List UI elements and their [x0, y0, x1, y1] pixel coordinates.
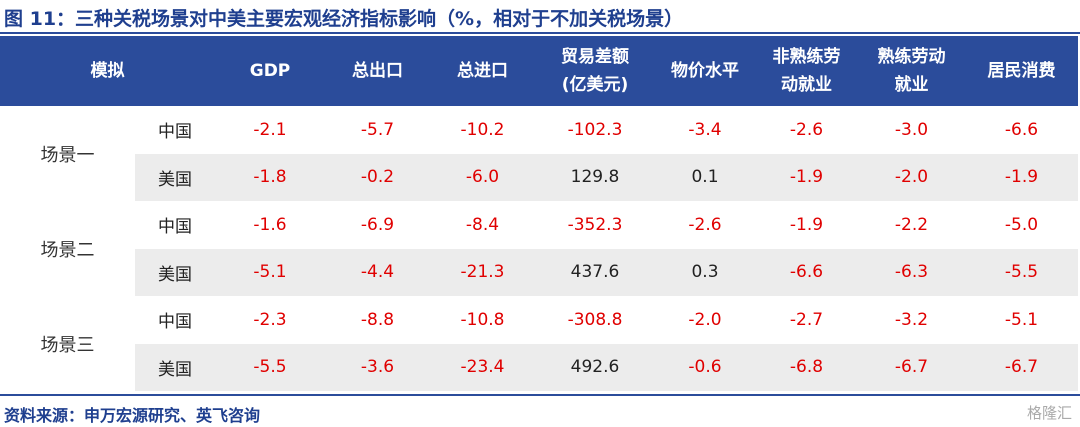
value-cell: -2.0	[858, 153, 965, 201]
country-cell: 美国	[135, 248, 215, 296]
value-cell: -1.9	[755, 153, 858, 201]
header-row: 模拟 GDP 总出口 总进口 贸易差额 (亿美元) 物价水平 非熟练劳 动就业 熟练劳动 就业 居民消…	[0, 36, 1078, 106]
value-cell: -2.3	[253, 309, 287, 330]
data-row: 场景三 中国 -2.3 -8.8 -10.8 -308.8 -2.0 -2.7 -3.2 -5.1	[0, 296, 1078, 356]
value-cell: -6.7	[858, 343, 965, 391]
value-cell: -3.0	[894, 119, 929, 140]
value-cell: -6.8	[755, 343, 858, 391]
header-cell: 总进口	[430, 36, 535, 106]
data-row: 美国 -5.1 -4.4 -21.3 437.6 0.3 -6.6 -6.3 -5.5	[0, 248, 1078, 296]
value-cell: 0.1	[655, 153, 755, 201]
value-cell: -3.6	[325, 343, 430, 391]
value-cell: -5.0	[1004, 214, 1039, 235]
header-text: 熟练劳动	[877, 47, 946, 67]
value-cell: 0.3	[655, 248, 755, 296]
value-cell: -6.6	[1004, 119, 1039, 140]
country-cell: 中国	[158, 312, 192, 333]
data-row: 美国 -5.5 -3.6 -23.4 492.6 -0.6 -6.8 -6.7 -6.7	[0, 343, 1078, 391]
value-cell: -102.3	[567, 119, 623, 140]
value-cell: -6.9	[360, 214, 395, 235]
source: 资料来源：申万宏源研究、英飞咨询	[4, 406, 261, 425]
country-cell: 美国	[135, 153, 215, 201]
header-text: 居民消费	[987, 61, 1056, 81]
country-cell: 美国	[135, 343, 215, 391]
value-cell: -3.4	[688, 119, 722, 140]
scenario-cell: 场景一	[40, 144, 95, 166]
title-rule	[0, 32, 1080, 34]
value-cell: -10.2	[460, 119, 505, 140]
value-cell: -1.9	[789, 214, 824, 235]
value-cell: -2.0	[688, 309, 722, 330]
value-cell: -308.8	[567, 309, 623, 330]
header-cell: GDP	[215, 36, 325, 106]
header-text: 总进口	[457, 61, 508, 81]
table: 模拟 GDP 总出口 总进口 贸易差额 (亿美元) 物价水平 非熟练劳 动就业 熟练劳动 就业 居民消…	[0, 36, 1078, 391]
value-cell: -2.2	[894, 214, 929, 235]
value-cell: 437.6	[535, 248, 655, 296]
value-cell: -8.4	[465, 214, 500, 235]
header-cell: 熟练劳动 就业	[858, 36, 965, 106]
header-text: (亿美元)	[561, 75, 629, 95]
header-cell: 居民消费	[965, 36, 1078, 106]
value-cell: -352.3	[567, 214, 623, 235]
value-cell: -6.3	[858, 248, 965, 296]
value-cell: -0.2	[325, 153, 430, 201]
header-text: 物价水平	[671, 61, 739, 81]
data-row: 场景二 中国 -1.6 -6.9 -8.4 -352.3 -2.6 -1.9 -2.2 -5.0	[0, 201, 1078, 261]
data-row: 场景一 中国 -2.1 -5.7 -10.2 -102.3 -3.4 -2.6 -3.0 -6.6	[0, 106, 1078, 166]
value-cell: 129.8	[535, 153, 655, 201]
header-cell: 贸易差额 (亿美元)	[535, 36, 655, 106]
country-cell: 中国	[158, 217, 192, 238]
value-cell: -5.7	[360, 119, 395, 140]
scenario-cell: 场景二	[40, 239, 95, 261]
value-cell: -5.5	[965, 248, 1078, 296]
header-text: 非熟练劳	[772, 47, 841, 67]
value-cell: -4.4	[325, 248, 430, 296]
value-cell: -5.1	[215, 248, 325, 296]
footer-rule	[0, 394, 1080, 396]
header-text: 模拟	[90, 61, 125, 81]
value-cell: -2.6	[789, 119, 824, 140]
value-cell: -2.1	[253, 119, 287, 140]
value-cell: -1.9	[965, 153, 1078, 201]
value-cell: 492.6	[535, 343, 655, 391]
value-cell: -0.6	[655, 343, 755, 391]
value-cell: -23.4	[430, 343, 535, 391]
header-cell: 物价水平	[655, 36, 755, 106]
value-cell: -8.8	[360, 309, 395, 330]
title: 图 11：三种关税场景对中美主要宏观经济指标影响（%，相对于不加关税场景）	[4, 8, 684, 30]
header-text: 总出口	[352, 61, 403, 81]
value-cell: -6.7	[965, 343, 1078, 391]
value-cell: -1.6	[253, 214, 287, 235]
header-text: GDP	[249, 61, 291, 81]
data-row: 美国 -1.8 -0.2 -6.0 129.8 0.1 -1.9 -2.0 -1.9	[0, 153, 1078, 201]
value-cell: -2.7	[789, 309, 824, 330]
value-cell: -6.6	[755, 248, 858, 296]
value-cell: -1.8	[215, 153, 325, 201]
header-text: 就业	[894, 75, 929, 95]
watermark: 格隆汇	[1026, 404, 1072, 422]
scenario-cell: 场景三	[40, 334, 95, 356]
value-cell: -21.3	[430, 248, 535, 296]
header-text: 动就业	[781, 75, 832, 95]
country-cell: 中国	[158, 122, 192, 143]
header-cell: 模拟	[0, 36, 215, 106]
value-cell: -5.5	[215, 343, 325, 391]
header-cell: 非熟练劳 动就业	[755, 36, 858, 106]
value-cell: -2.6	[688, 214, 722, 235]
value-cell: -10.8	[460, 309, 505, 330]
value-cell: -3.2	[894, 309, 929, 330]
value-cell: -6.0	[430, 153, 535, 201]
header-text: 贸易差额	[561, 47, 629, 67]
header-cell: 总出口	[325, 36, 430, 106]
table-body: 场景一 中国 -2.1 -5.7 -10.2 -102.3 -3.4 -2.6 -3.0 -6.6…	[0, 106, 1078, 391]
value-cell: -5.1	[1004, 309, 1039, 330]
